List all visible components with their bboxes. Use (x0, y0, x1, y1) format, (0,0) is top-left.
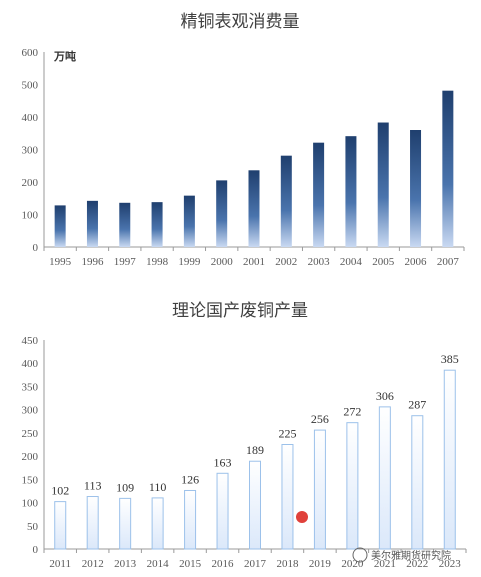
chart-1-y-tick-label: 300 (22, 145, 39, 157)
chart-1-y-tick-label: 500 (22, 80, 39, 92)
chart-2-data-label: 287 (408, 398, 426, 412)
chart-1-x-tick-label: 2003 (308, 256, 331, 268)
chart-2-data-label: 385 (441, 352, 459, 366)
chart-1-bar (54, 205, 66, 247)
chart-1-x-tick-label: 1999 (178, 256, 201, 268)
chart-1-bar (216, 180, 228, 247)
chart-2-bar (54, 501, 67, 550)
chart-2-y-tick-label: 300 (22, 405, 39, 417)
chart-1-x-tick-label: 2006 (405, 256, 428, 268)
chart-2-data-label: 110 (149, 480, 167, 494)
chart-2-data-label: 113 (84, 479, 102, 493)
chart-2-bar (313, 429, 326, 550)
chart-2-data-label: 272 (343, 405, 361, 419)
chart-2-y-tick-label: 350 (22, 381, 39, 393)
chart-2-bar (249, 460, 261, 550)
chart-2-y-tick-label: 250 (22, 428, 39, 440)
chart-2-x-tick-label: 2014 (147, 558, 170, 570)
chart-1-x-tick-label: 2001 (243, 256, 265, 268)
chart-2-data-label: 109 (116, 480, 134, 494)
chart-2-bar (281, 444, 294, 550)
chart-2-bar (378, 406, 391, 550)
chart-2-x-tick-label: 2023 (439, 558, 462, 570)
chart-1-bar (345, 136, 357, 247)
chart-consumption: 精铜表观消费量 万吨 0 100 200 300 400 500 600 1995 1996 1… (22, 12, 465, 268)
chart-2-x-tick-label: 2017 (244, 558, 267, 570)
chart-2-y-tick-label: 200 (22, 451, 39, 463)
chart-2-x-tick-label: 2013 (114, 558, 137, 570)
chart-1-y-tick-label: 0 (33, 242, 39, 254)
chart-1-x-tick-label: 1998 (146, 256, 169, 268)
chart-1-x-tick-label: 2002 (275, 256, 297, 268)
chart-1-bar (183, 195, 195, 247)
chart-2-x-tick-label: 2018 (276, 558, 299, 570)
chart-1-title: 精铜表观消费量 (181, 12, 300, 32)
chart-1-x-tick-label: 1996 (81, 256, 104, 268)
chart-1-bar (377, 122, 389, 247)
chart-2-data-label: 225 (278, 427, 296, 441)
chart-2-bar (86, 496, 99, 550)
chart-2-x-tick-label: 2022 (406, 558, 428, 570)
chart-2-x-tick-label: 2019 (309, 558, 332, 570)
chart-2-data-label: 126 (181, 472, 199, 486)
chart-2-data-label: 306 (376, 389, 394, 403)
chart-2-x-tick-label: 2011 (49, 558, 71, 570)
chart-2-title: 理论国产废铜产量 (172, 301, 308, 321)
chart-2-y-tick-label: 150 (22, 474, 39, 486)
watermark: 美尔雅期货研究院 (296, 511, 451, 563)
chart-1-x-tick-label: 1997 (114, 256, 137, 268)
chart-1-x-tick-label: 2000 (211, 256, 234, 268)
chart-2-y-tick-label: 50 (27, 521, 39, 533)
chart-2-y-tick-label: 0 (33, 544, 39, 556)
chart-1-bar (248, 170, 260, 247)
chart-1-bar (280, 155, 292, 247)
chart-1-y-tick-label: 600 (22, 47, 39, 59)
chart-2-x-tick-label: 2015 (179, 558, 202, 570)
chart-2-data-label: 256 (311, 412, 329, 426)
chart-2-data-label: 163 (214, 455, 232, 469)
chart-1-x-tick-label: 2004 (340, 256, 363, 268)
chart-2-data-label: 189 (246, 443, 264, 457)
chart-2-bar (184, 489, 197, 550)
chart-2-bar (151, 497, 164, 550)
chart-2-bar (346, 422, 359, 550)
chart-scrap-copper: 理论国产废铜产量 0 50 100 150 200 250 300 350 400 450 102… (22, 301, 467, 570)
chart-1-x-tick-label: 2007 (437, 256, 460, 268)
chart-1-bar (119, 202, 131, 247)
chart-1-x-tick-label: 1995 (49, 256, 72, 268)
chart-1-y-tick-label: 400 (22, 112, 39, 124)
chart-2-y-tick-label: 400 (22, 358, 39, 370)
chart-1-bar (313, 142, 325, 247)
chart-2-data-label: 102 (51, 484, 69, 498)
watermark-dot (296, 511, 308, 523)
chart-1-bar (151, 202, 163, 247)
chart-2-bar (443, 369, 456, 550)
chart-1-unit-label: 万吨 (53, 49, 76, 63)
chart-1-bar (410, 130, 422, 247)
chart-2-bar (216, 472, 229, 550)
chart-1-y-tick-label: 200 (22, 177, 39, 189)
chart-2-y-tick-label: 100 (22, 498, 39, 510)
chart-1-bar (86, 200, 98, 247)
chart-2-bar (119, 497, 132, 550)
wechat-icon (352, 547, 368, 563)
chart-2-y-tick-label: 450 (22, 335, 39, 347)
chart-2-bar (411, 415, 424, 550)
chart-1-x-tick-label: 2005 (372, 256, 395, 268)
chart-2-x-tick-label: 2012 (82, 558, 104, 570)
chart-1-y-tick-label: 100 (22, 210, 39, 222)
chart-2-x-tick-label: 2020 (341, 558, 364, 570)
chart-2-x-tick-label: 2016 (212, 558, 235, 570)
chart-2-x-tick-label: 2021 (374, 558, 396, 570)
chart-1-bar (442, 90, 454, 247)
watermark-text: 美尔雅期货研究院 (371, 549, 451, 562)
